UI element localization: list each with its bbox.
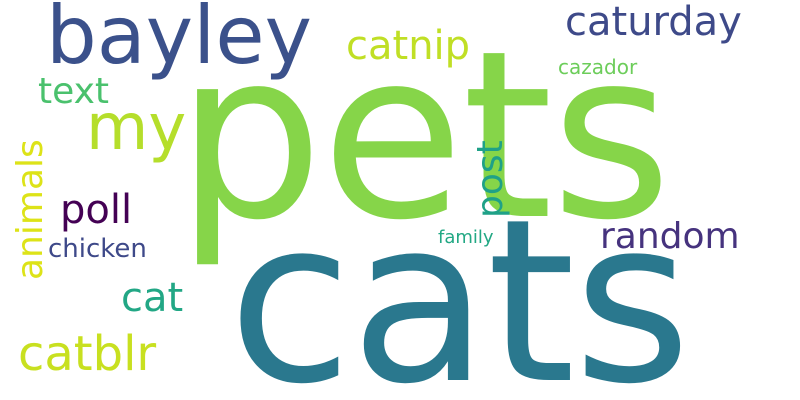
word-random: random: [600, 216, 740, 257]
word-catblr: catblr: [18, 326, 157, 382]
word-post: post: [470, 140, 511, 218]
word-cazador: cazador: [558, 55, 638, 79]
word-pets: pets: [176, 1, 672, 271]
word-catnip: catnip: [346, 23, 471, 69]
word-animals: animals: [10, 139, 51, 280]
word-poll: poll: [60, 187, 133, 233]
word-caturday: caturday: [565, 0, 742, 45]
word-cats: cats: [228, 171, 691, 400]
word-cat: cat: [121, 275, 184, 321]
word-my: my: [86, 91, 187, 165]
word-text: text: [38, 71, 110, 112]
word-bayley: bayley: [46, 0, 312, 82]
word-chicken: chicken: [48, 234, 147, 264]
word-family: family: [438, 227, 494, 248]
